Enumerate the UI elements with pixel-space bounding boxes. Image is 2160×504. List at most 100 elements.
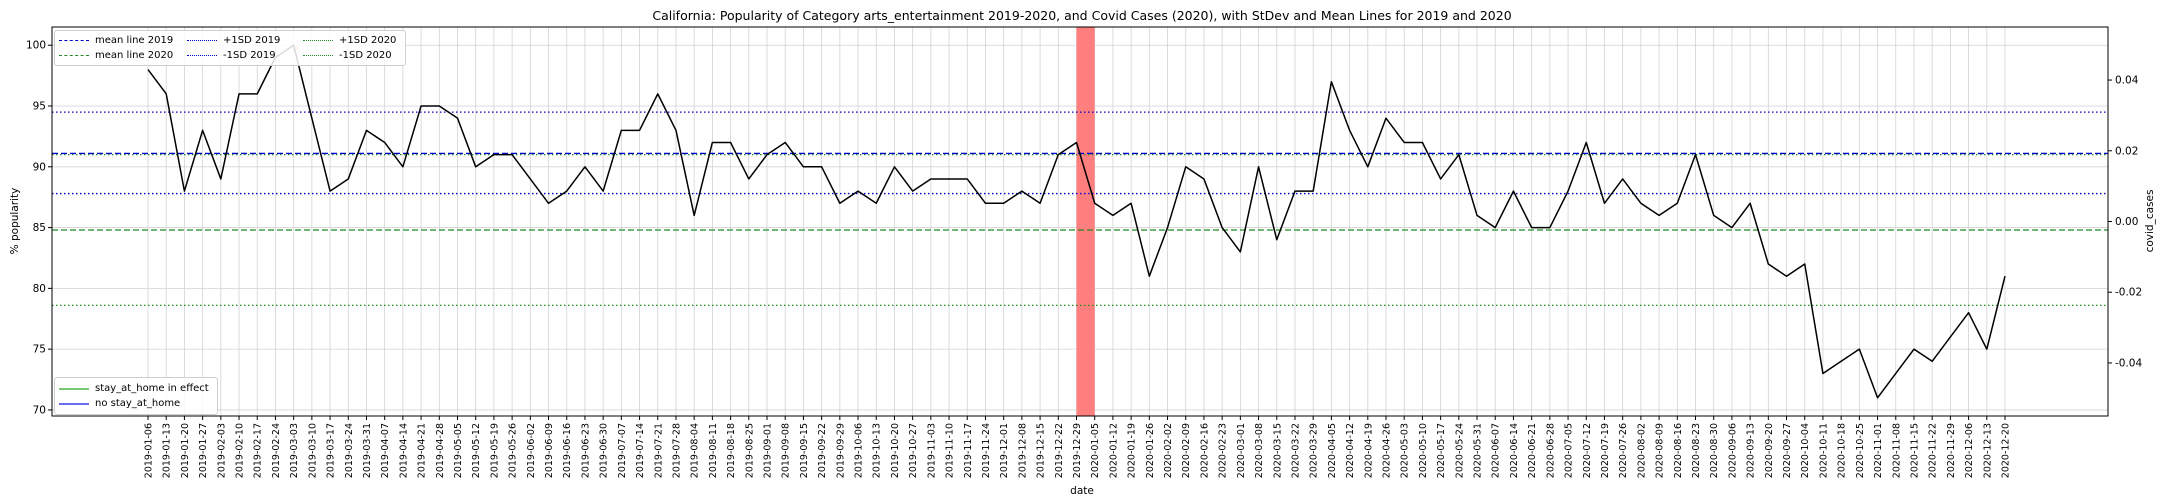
legend-entry: mean line 2019 [55,33,183,48]
y-right-tick-label: 0.00 [2115,216,2138,228]
x-tick-label: 2020-06-07 [1491,423,1502,478]
legend-entry: +1SD 2019 [183,33,299,48]
series-group [147,44,2006,399]
x-tick-label: 2019-01-06 [144,423,155,478]
x-tick-label: 2020-05-31 [1473,423,1484,478]
x-tick-label: 2019-07-21 [653,423,664,478]
x-tick-label: 2019-06-09 [544,423,555,478]
legend-label: -1SD 2020 [339,50,392,61]
x-tick-label: 2019-06-23 [580,423,591,478]
x-tick-label: 2019-07-07 [617,423,628,478]
shaded-region-group [1076,27,1095,416]
x-tick-label: 2020-09-27 [1782,423,1793,478]
x-tick-label: 2019-07-14 [635,423,646,478]
y-tick-label: 80 [33,283,46,295]
x-tick-label: 2019-10-06 [854,423,865,478]
x-tick-label: 2019-05-19 [489,423,500,478]
x-axis-label: date [1070,485,1094,497]
x-tick-label: 2019-03-17 [326,423,337,478]
y-tick-label: 85 [33,222,46,234]
x-tick-label: 2019-06-30 [599,423,610,478]
x-tick-label: 2020-02-09 [1181,423,1192,478]
x-tick-label: 2020-06-21 [1527,423,1538,478]
legend-label: mean line 2020 [95,50,174,61]
legend-stay-at-home: stay_at_home in effect no stay_at_home [54,377,218,415]
x-tick-label: 2019-12-29 [1072,423,1083,478]
x-tick-label: 2020-07-12 [1582,423,1593,478]
y-right-tick-label: 0.02 [2115,145,2138,157]
x-tick-label: 2020-10-04 [1800,423,1811,478]
y-tick-label: 90 [33,161,46,173]
x-tick-label: 2020-11-01 [1873,423,1884,478]
x-tick-label: 2020-03-22 [1290,423,1301,478]
x-tick-label: 2019-04-07 [380,423,391,478]
legend-swatch [187,55,217,56]
y-ticks-right: -0.04 -0.02 0.00 0.02 0.04 [2108,75,2142,369]
legend-swatch [59,387,89,390]
x-tick-label: 2019-09-29 [835,423,846,478]
x-tick-label: 2019-06-16 [562,423,573,478]
x-tick-label: 2020-05-17 [1436,423,1447,478]
legend-reference-lines: mean line 2019 +1SD 2019 +1SD 2020 mean lin… [54,30,406,66]
legend-label: no stay_at_home [95,398,181,409]
y-axis-label-right: covid_cases [2144,190,2156,253]
x-tick-label: 2020-08-23 [1691,423,1702,478]
x-tick-label: 2020-09-06 [1727,423,1738,478]
x-tick-label: 2019-02-03 [216,423,227,478]
x-tick-label: 2019-12-08 [1017,423,1028,478]
x-tick-label: 2019-12-15 [1036,423,1047,478]
legend-entry: -1SD 2020 [299,48,403,63]
x-tick-label: 2019-09-15 [799,423,810,478]
x-tick-label: 2019-03-24 [344,423,355,478]
x-tick-label: 2019-08-18 [726,423,737,478]
y-tick-label: 75 [33,344,46,356]
x-tick-label: 2020-12-13 [1982,423,1993,478]
x-tick-label: 2020-11-15 [1909,423,1920,478]
x-tick-label: 2020-02-16 [1199,423,1210,478]
shaded-region [1076,27,1095,416]
legend-label: -1SD 2019 [223,50,276,61]
x-tick-label: 2019-05-05 [453,423,464,478]
legend-label: +1SD 2020 [339,35,397,46]
x-tick-label: 2019-04-14 [398,423,409,478]
x-tick-label: 2019-02-24 [271,423,282,478]
x-tick-label: 2020-05-03 [1400,423,1411,478]
x-tick-label: 2019-10-20 [890,423,901,478]
x-tick-label: 2020-07-05 [1564,423,1575,478]
x-tick-label: 2019-05-12 [471,423,482,478]
x-tick-label: 2020-10-11 [1818,423,1829,478]
x-tick-label: 2019-01-20 [180,423,191,478]
legend-label: mean line 2019 [95,35,174,46]
legend-label: +1SD 2019 [223,35,281,46]
x-tick-label: 2019-04-21 [417,423,428,478]
x-tick-label: 2020-01-26 [1145,423,1156,478]
x-tick-label: 2020-01-12 [1108,423,1119,478]
x-tick-label: 2019-12-01 [999,423,1010,478]
x-tick-label: 2019-01-27 [198,423,209,478]
x-ticks: 2019-01-06 2019-01-13 2019-01-20 2019-01-27… [144,416,2012,478]
x-tick-label: 2020-10-18 [1837,423,1848,478]
chart-title: California: Popularity of Category arts_… [652,8,1511,23]
x-tick-label: 2019-07-28 [671,423,682,478]
x-tick-label: 2020-10-25 [1855,423,1866,478]
x-tick-label: 2020-08-16 [1673,423,1684,478]
x-tick-label: 2020-01-05 [1090,423,1101,478]
legend-swatch [187,40,217,41]
x-tick-label: 2020-04-26 [1382,423,1393,478]
legend-swatch [59,55,89,56]
legend-swatch [303,40,333,41]
x-tick-label: 2020-07-26 [1618,423,1629,478]
x-tick-label: 2020-07-19 [1600,423,1611,478]
x-tick-label: 2020-08-09 [1655,423,1666,478]
x-tick-label: 2020-12-20 [2001,423,2012,478]
y-right-tick-label: -0.04 [2115,357,2142,369]
x-tick-label: 2020-03-15 [1272,423,1283,478]
legend-label: stay_at_home in effect [95,383,209,394]
x-tick-label: 2020-04-05 [1327,423,1338,478]
y-right-tick-label: 0.04 [2115,75,2139,87]
x-tick-label: 2019-11-10 [945,423,956,478]
x-tick-label: 2019-10-27 [908,423,919,478]
legend-swatch [59,40,89,41]
y-tick-label: 100 [26,40,46,52]
